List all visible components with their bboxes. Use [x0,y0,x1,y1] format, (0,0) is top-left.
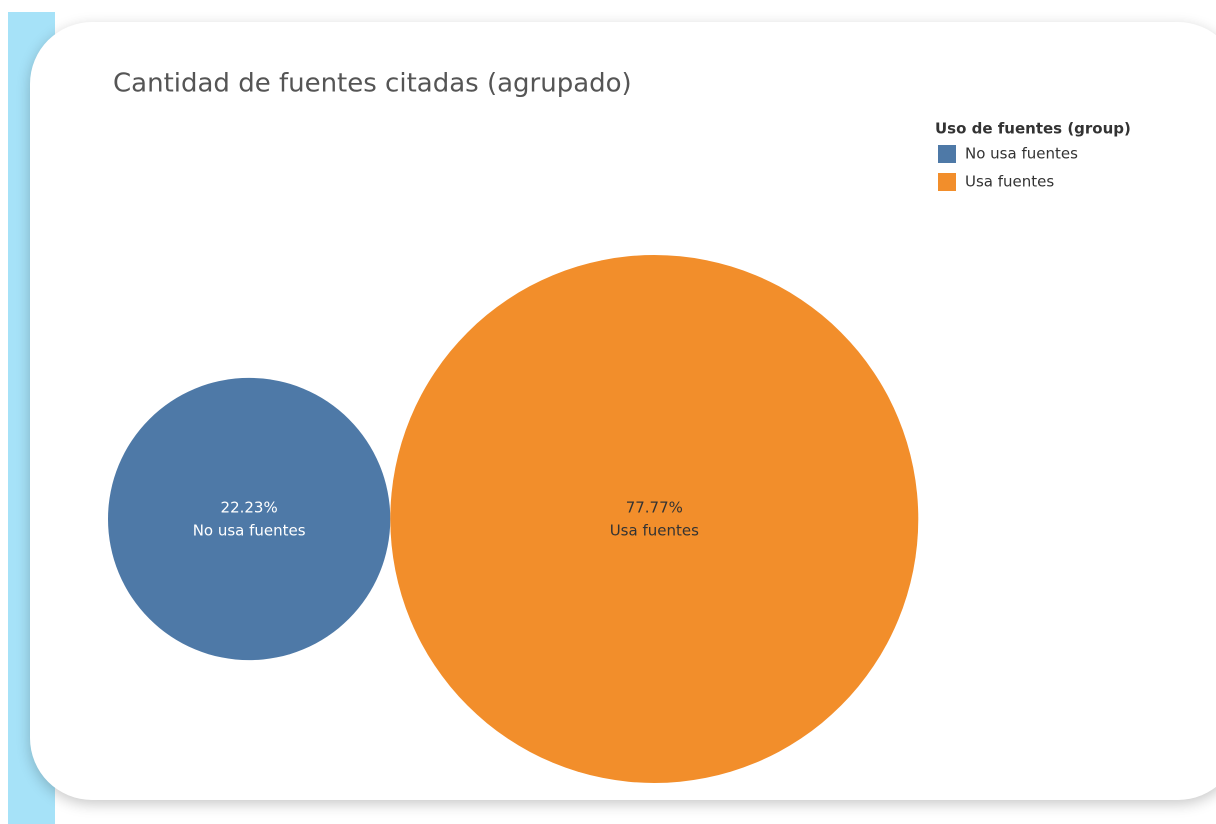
bubble-value-label: 22.23% [221,499,278,517]
legend-swatch [938,173,956,191]
bubble-category-label: No usa fuentes [193,522,306,540]
bubble-category-label: Usa fuentes [610,522,699,540]
legend-label: Usa fuentes [965,173,1054,191]
bubble [108,377,391,661]
legend-swatch [938,145,956,163]
legend-title: Uso de fuentes (group) [935,120,1131,138]
legend-label: No usa fuentes [965,145,1078,163]
bubble [390,255,919,783]
bubble-value-label: 77.77% [626,499,683,517]
chart-title: Cantidad de fuentes citadas (agrupado) [113,69,632,99]
